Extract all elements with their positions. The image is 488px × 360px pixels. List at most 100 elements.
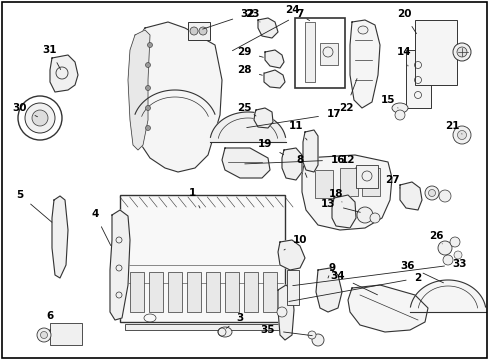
Circle shape	[307, 331, 315, 339]
Text: 15: 15	[380, 95, 397, 108]
Text: 28: 28	[236, 65, 262, 75]
Bar	[414, 20, 456, 85]
Bar	[130, 272, 143, 312]
Text: 25: 25	[236, 103, 256, 116]
Bar	[149, 272, 163, 312]
Circle shape	[449, 237, 459, 247]
Circle shape	[394, 110, 404, 120]
Bar	[244, 272, 258, 312]
Polygon shape	[278, 285, 293, 340]
Text: 11: 11	[288, 121, 306, 140]
Polygon shape	[331, 195, 355, 228]
Polygon shape	[409, 280, 485, 312]
Circle shape	[145, 126, 150, 131]
Text: 29: 29	[236, 47, 263, 57]
Text: 18: 18	[328, 189, 343, 202]
Ellipse shape	[357, 26, 367, 34]
Ellipse shape	[391, 103, 407, 113]
Circle shape	[457, 131, 466, 140]
Text: 14: 14	[396, 47, 410, 66]
Bar	[319, 43, 337, 65]
Circle shape	[190, 27, 198, 35]
Text: 33: 33	[292, 259, 467, 285]
Circle shape	[145, 105, 150, 111]
Polygon shape	[302, 155, 391, 230]
Ellipse shape	[218, 327, 231, 337]
Text: 6: 6	[46, 311, 54, 331]
Circle shape	[199, 27, 206, 35]
Text: 23: 23	[244, 9, 260, 22]
Polygon shape	[278, 240, 305, 270]
Text: 7: 7	[232, 9, 303, 51]
Bar	[361, 168, 379, 196]
Circle shape	[311, 334, 324, 346]
Circle shape	[427, 189, 435, 197]
Bar	[125, 324, 280, 330]
Bar	[339, 168, 357, 196]
Polygon shape	[347, 285, 427, 332]
Bar	[224, 272, 239, 312]
Text: 32: 32	[202, 9, 255, 29]
Polygon shape	[282, 148, 302, 180]
Polygon shape	[349, 20, 379, 108]
Bar	[263, 272, 276, 312]
Text: 30: 30	[13, 103, 38, 117]
Bar	[120, 195, 285, 322]
Text: 1: 1	[188, 188, 200, 208]
Text: 20: 20	[396, 9, 416, 33]
Circle shape	[37, 328, 51, 342]
Circle shape	[145, 63, 150, 68]
Bar	[205, 272, 220, 312]
Text: 12: 12	[340, 155, 355, 168]
Bar	[355, 165, 377, 188]
Polygon shape	[258, 18, 278, 38]
Text: 17: 17	[246, 109, 341, 127]
Polygon shape	[110, 210, 130, 320]
Polygon shape	[253, 108, 272, 128]
Text: 8: 8	[296, 155, 306, 177]
Circle shape	[32, 110, 48, 126]
Text: 26: 26	[428, 231, 442, 244]
Bar	[186, 272, 201, 312]
Text: 10: 10	[284, 235, 306, 250]
Text: 3: 3	[226, 313, 243, 328]
Polygon shape	[52, 196, 68, 278]
Text: 35: 35	[260, 325, 312, 336]
Polygon shape	[264, 70, 285, 88]
Text: 9: 9	[327, 263, 335, 278]
Bar	[50, 323, 82, 345]
Bar	[294, 18, 345, 88]
Circle shape	[424, 186, 438, 200]
Circle shape	[369, 213, 379, 223]
Text: 34: 34	[330, 271, 377, 295]
Text: 4: 4	[91, 209, 111, 246]
Circle shape	[442, 255, 452, 265]
Circle shape	[452, 126, 470, 144]
Bar	[187, 22, 209, 40]
Text: 24: 24	[284, 5, 309, 21]
Circle shape	[453, 251, 461, 259]
Circle shape	[438, 190, 450, 202]
Text: 22: 22	[338, 78, 356, 113]
Circle shape	[41, 332, 47, 338]
Bar	[405, 50, 430, 108]
Text: 31: 31	[42, 45, 61, 69]
Text: 5: 5	[16, 190, 52, 222]
Circle shape	[147, 42, 152, 48]
Circle shape	[276, 307, 286, 317]
Polygon shape	[128, 30, 150, 150]
Text: 36: 36	[400, 261, 443, 283]
Polygon shape	[315, 268, 341, 312]
Circle shape	[145, 86, 150, 90]
Polygon shape	[399, 182, 421, 210]
Circle shape	[25, 103, 55, 133]
Circle shape	[437, 241, 451, 255]
Polygon shape	[210, 112, 285, 142]
Text: 13: 13	[320, 199, 360, 212]
Polygon shape	[130, 22, 222, 172]
Text: 21: 21	[444, 121, 461, 134]
Circle shape	[356, 207, 372, 223]
Bar	[168, 272, 182, 312]
Circle shape	[452, 43, 470, 61]
Polygon shape	[264, 50, 284, 68]
